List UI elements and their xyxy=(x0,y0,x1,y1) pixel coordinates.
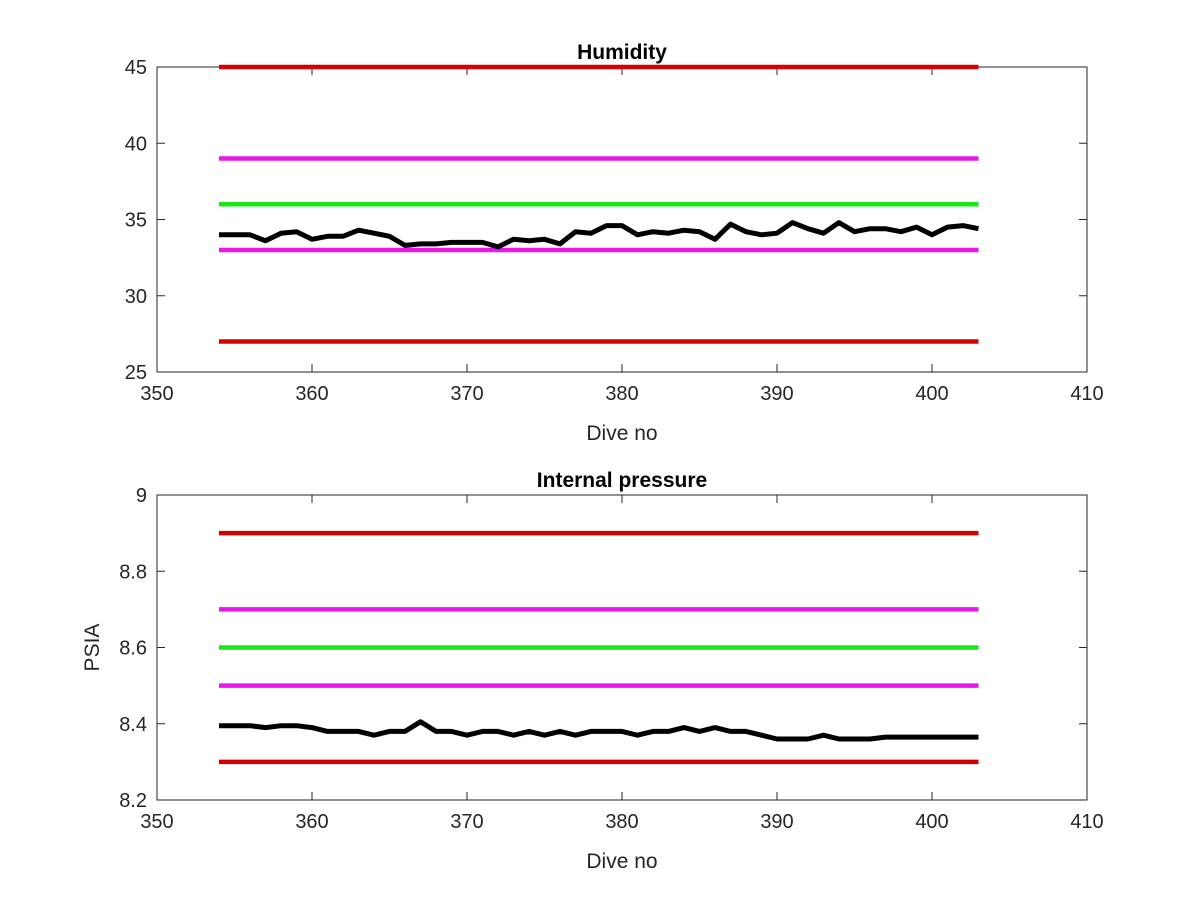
internal-pressure-x-axis-label: Dive no xyxy=(586,850,657,873)
humidity-x-tick-label: 350 xyxy=(140,383,173,405)
internal-pressure-y-tick-label: 9 xyxy=(136,485,147,507)
humidity-y-tick-label: 30 xyxy=(125,286,147,308)
internal-pressure-x-tick-label: 370 xyxy=(450,811,483,833)
internal-pressure-y-tick-label: 8.8 xyxy=(119,561,147,583)
internal-pressure-x-tick-label: 410 xyxy=(1070,811,1103,833)
humidity-ticks: 350 360 370 380 390 400 410 25 30 35 40 45 xyxy=(125,57,1104,405)
humidity-data-line xyxy=(219,220,979,250)
internal-pressure-y-tick-label: 8.6 xyxy=(119,638,147,660)
internal-pressure-chart: 350 360 370 380 390 400 410 8.2 8.4 8.6 8.8 9 Inter… xyxy=(81,469,1104,873)
humidity-title: Humidity xyxy=(577,41,667,64)
humidity-y-tick-label: 35 xyxy=(125,210,147,232)
humidity-x-axis-label: Dive no xyxy=(586,422,657,445)
humidity-y-tick-label: 40 xyxy=(125,133,147,155)
humidity-x-tick-label: 380 xyxy=(605,383,638,405)
humidity-x-tick-label: 370 xyxy=(450,383,483,405)
humidity-x-tick-label: 390 xyxy=(760,383,793,405)
internal-pressure-y-tick-label: 8.2 xyxy=(119,790,147,812)
internal-pressure-y-tick-label: 8.4 xyxy=(119,714,147,736)
humidity-x-tick-label: 410 xyxy=(1070,383,1103,405)
internal-pressure-ticks: 350 360 370 380 390 400 410 8.2 8.4 8.6 8.8 9 xyxy=(119,485,1104,833)
humidity-y-tick-label: 45 xyxy=(125,57,147,79)
internal-pressure-data-line xyxy=(219,719,979,742)
humidity-x-tick-label: 400 xyxy=(915,383,948,405)
internal-pressure-x-tick-label: 350 xyxy=(140,811,173,833)
humidity-chart: 350 360 370 380 390 400 410 25 30 35 40 45 Humidity… xyxy=(125,41,1104,445)
humidity-series xyxy=(219,64,979,344)
internal-pressure-title: Internal pressure xyxy=(537,469,707,492)
humidity-x-tick-label: 360 xyxy=(295,383,328,405)
internal-pressure-series xyxy=(219,530,979,765)
internal-pressure-x-tick-label: 390 xyxy=(760,811,793,833)
humidity-y-tick-label: 25 xyxy=(125,362,147,384)
internal-pressure-y-axis-label: PSIA xyxy=(81,624,104,672)
internal-pressure-x-tick-label: 360 xyxy=(295,811,328,833)
internal-pressure-x-tick-label: 400 xyxy=(915,811,948,833)
humidity-axes-box xyxy=(156,66,1088,373)
internal-pressure-x-tick-label: 380 xyxy=(605,811,638,833)
